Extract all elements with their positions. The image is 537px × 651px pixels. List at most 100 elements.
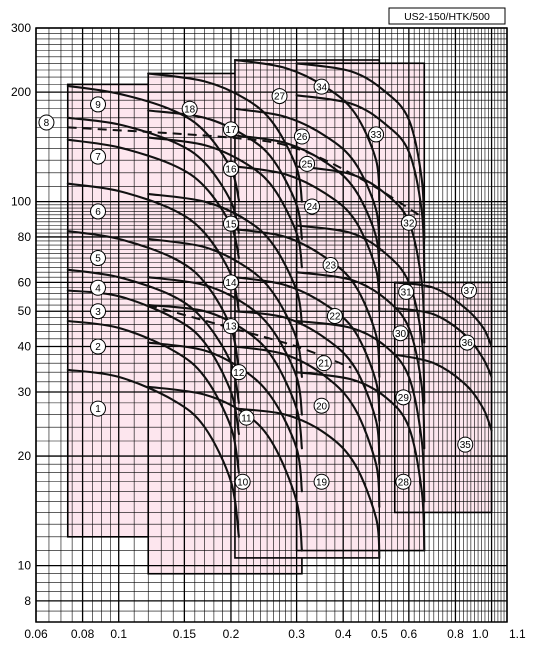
curve-label-circle (395, 389, 412, 406)
curve-1 (66, 368, 240, 538)
curve-label-circle (38, 114, 55, 131)
x-tick-label: 1.0 (472, 627, 489, 641)
curve-label-32: 32 (403, 218, 415, 229)
plot-frame (35, 27, 508, 623)
curve-label-circle (90, 338, 107, 355)
curve-label-19: 19 (316, 477, 328, 488)
curve-label-11: 11 (241, 413, 252, 424)
curve-label-15: 15 (225, 219, 237, 230)
curve-label-circle (271, 88, 288, 105)
curve-30 (295, 271, 426, 450)
y-tick-label: 300 (11, 21, 31, 35)
curve-label-circle (315, 355, 332, 372)
curve-label-circle (459, 334, 476, 351)
curve-label-circle (222, 215, 239, 232)
curve-label-circle (457, 436, 474, 453)
curve-26 (233, 107, 381, 253)
curve-27 (233, 58, 381, 203)
curve-label-circle (90, 148, 107, 165)
curve-label-13: 13 (225, 322, 237, 333)
curve-2 (66, 319, 240, 474)
curve-label-4: 4 (95, 283, 101, 294)
curve-label-36: 36 (462, 338, 474, 349)
curve-13 (147, 276, 303, 416)
curve-label-27: 27 (274, 92, 286, 103)
curve-10 (147, 385, 303, 552)
x-tick-label: 1.1 (509, 627, 526, 641)
curve-label-circle (313, 473, 330, 490)
curve-label-circle (304, 198, 321, 215)
curve-label-26: 26 (296, 132, 308, 143)
curve-31 (295, 224, 426, 404)
y-tick-label: 50 (18, 304, 32, 318)
curve-label-circle (299, 155, 316, 172)
y-tick-label: 60 (18, 275, 32, 289)
y-tick-label: 20 (18, 449, 32, 463)
curve-label-35: 35 (460, 440, 472, 451)
curve-12 (147, 303, 303, 450)
curve-label-circle (400, 214, 417, 231)
y-tick-label: 80 (18, 230, 32, 244)
curve-18 (147, 72, 303, 203)
x-tick-label: 0.8 (447, 627, 464, 641)
curve-label-30: 30 (395, 329, 407, 340)
curve-label-31: 31 (401, 288, 413, 299)
curve-4 (66, 268, 240, 404)
curve-24 (233, 165, 381, 313)
curve-label-circle (368, 126, 385, 143)
curve-label-circle (395, 473, 412, 490)
curve-label-17: 17 (225, 125, 237, 136)
curve-8 (66, 116, 240, 235)
curve-label-33: 33 (370, 130, 382, 141)
x-tick-label: 0.08 (71, 627, 95, 641)
curve-label-28: 28 (398, 477, 410, 488)
curve-label-circle (461, 282, 478, 299)
curve-label-circle (222, 121, 239, 138)
curve-label-29: 29 (398, 393, 410, 404)
y-tick-label: 8 (24, 594, 31, 608)
x-tick-label: 0.15 (173, 627, 197, 641)
curve-label-12: 12 (233, 368, 245, 379)
curve-37 (393, 281, 493, 348)
x-tick-label: 0.3 (288, 627, 305, 641)
curve-21 (233, 310, 381, 466)
curve-label-8: 8 (44, 118, 50, 129)
curve-label-5: 5 (95, 254, 101, 265)
curve-label-2: 2 (95, 342, 101, 353)
x-tick-label: 0.1 (110, 627, 127, 641)
curve-16 (147, 136, 303, 269)
curve-17 (147, 109, 303, 240)
curve-label-37: 37 (463, 286, 475, 297)
curve-label-circle (222, 274, 239, 291)
curve-32 (295, 165, 426, 344)
curve-label-20: 20 (316, 401, 328, 412)
curve-label-circle (90, 400, 107, 417)
curve-label-3: 3 (95, 307, 101, 318)
y-tick-label: 100 (11, 195, 31, 209)
y-tick-label: 10 (18, 559, 32, 573)
x-tick-labels: 0.06 0.08 0.1 0.15 0.2 0.3 0.4 0.5 0.6 0.8 1.0 1.1 (24, 627, 526, 641)
curve-label-circle (90, 203, 107, 220)
curve-label-circle (90, 250, 107, 267)
curve-label-circle (398, 283, 415, 300)
model-label-box (388, 7, 506, 25)
curve-label-circle (90, 303, 107, 320)
curve-35 (393, 353, 493, 432)
dashed-guide (67, 126, 425, 220)
curve-label-circle (322, 256, 339, 273)
curve-label-6: 6 (95, 207, 101, 218)
curve-label-1: 1 (95, 404, 101, 415)
y-tick-labels: 300 200 100 80 60 50 40 30 20 10 8 (11, 21, 31, 608)
x-tick-label: 0.4 (335, 627, 352, 641)
curve-label-circle (230, 364, 247, 381)
curve-label-circle (234, 473, 251, 490)
curve-label-25: 25 (301, 159, 313, 170)
curve-label-circle (90, 96, 107, 113)
curve-label-14: 14 (225, 278, 237, 289)
curve-label-circle (90, 279, 107, 296)
y-tick-label: 30 (18, 385, 32, 399)
curve-label-circle (313, 397, 330, 414)
x-tick-label: 0.06 (24, 627, 48, 641)
curve-34 (295, 62, 426, 240)
